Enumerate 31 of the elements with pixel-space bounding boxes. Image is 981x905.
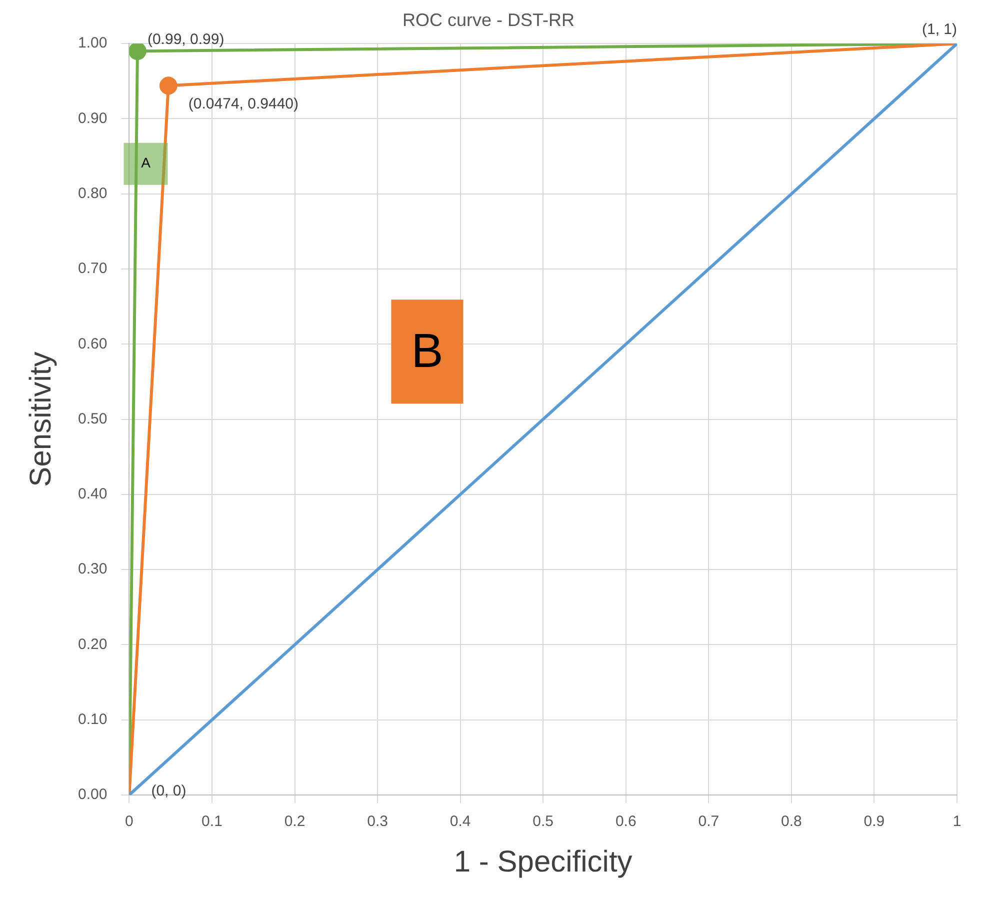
x-axis-title: 1 - Specificity bbox=[454, 845, 632, 878]
x-tick-label: 0.7 bbox=[698, 813, 720, 830]
x-tick-label: 0.4 bbox=[450, 813, 471, 830]
annotation: (0.0474, 0.9440) bbox=[188, 95, 299, 112]
x-tick-label: 0.8 bbox=[781, 813, 802, 830]
chart-title: ROC curve - DST-RR bbox=[402, 10, 575, 30]
x-tick-label: 0.1 bbox=[202, 813, 222, 830]
x-tick-label: 0.2 bbox=[284, 813, 306, 830]
y-tick-label: 0.60 bbox=[78, 335, 108, 352]
x-tick-label: 0 bbox=[125, 813, 134, 830]
x-tick-label: 1 bbox=[952, 813, 962, 830]
y-tick-label: 0.50 bbox=[78, 410, 108, 428]
annotation: (0.99, 0.99) bbox=[147, 30, 224, 48]
y-tick-label: 0.80 bbox=[78, 185, 108, 202]
x-tick-label: 0.5 bbox=[532, 813, 554, 830]
annotation: (1, 1) bbox=[922, 21, 957, 38]
x-tick-label: 0.9 bbox=[864, 813, 885, 830]
y-tick-label: 0.00 bbox=[78, 786, 108, 804]
y-tick-label: 0.70 bbox=[78, 260, 108, 278]
y-tick-label: 0.40 bbox=[78, 486, 108, 503]
y-tick-label: 0.30 bbox=[78, 560, 108, 578]
y-tick-label: 0.90 bbox=[78, 110, 108, 127]
annotation: B bbox=[411, 324, 444, 378]
x-tick-label: 0.3 bbox=[367, 813, 388, 830]
y-tick-label: 1.00 bbox=[78, 34, 108, 52]
y-tick-label: 0.10 bbox=[78, 711, 108, 728]
y-axis-title: Sensitivity bbox=[24, 352, 58, 487]
annotation: (0, 0) bbox=[151, 782, 186, 800]
y-tick-label: 0.20 bbox=[78, 636, 108, 653]
annotation: A bbox=[141, 154, 152, 171]
x-tick-label: 0.6 bbox=[615, 813, 636, 830]
